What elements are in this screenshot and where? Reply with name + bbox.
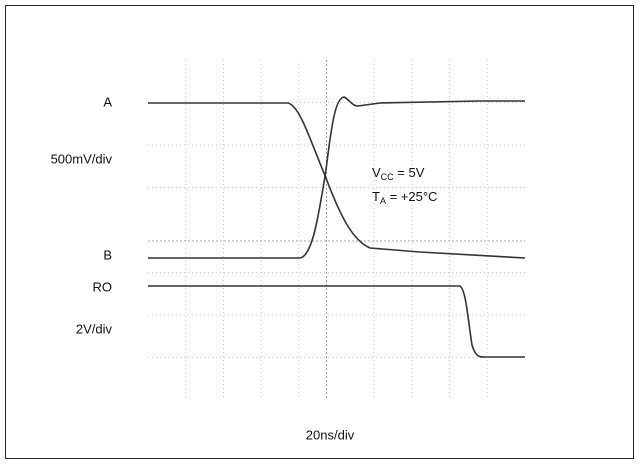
condition: VCC = 5V	[372, 165, 425, 182]
scale-label: 2V/div	[76, 321, 113, 336]
trace-label: A	[103, 94, 112, 109]
frame	[5, 5, 634, 459]
scale-label: 500mV/div	[51, 151, 113, 166]
trace-label: RO	[93, 279, 113, 294]
trace-b-rising	[148, 96, 525, 259]
condition: TA = +25°C	[372, 189, 437, 206]
grid	[148, 60, 525, 400]
trace-ro	[148, 285, 525, 358]
trace-a-falling	[148, 102, 526, 259]
trace-label: B	[103, 247, 112, 262]
time-scale-label: 20ns/div	[306, 427, 355, 442]
